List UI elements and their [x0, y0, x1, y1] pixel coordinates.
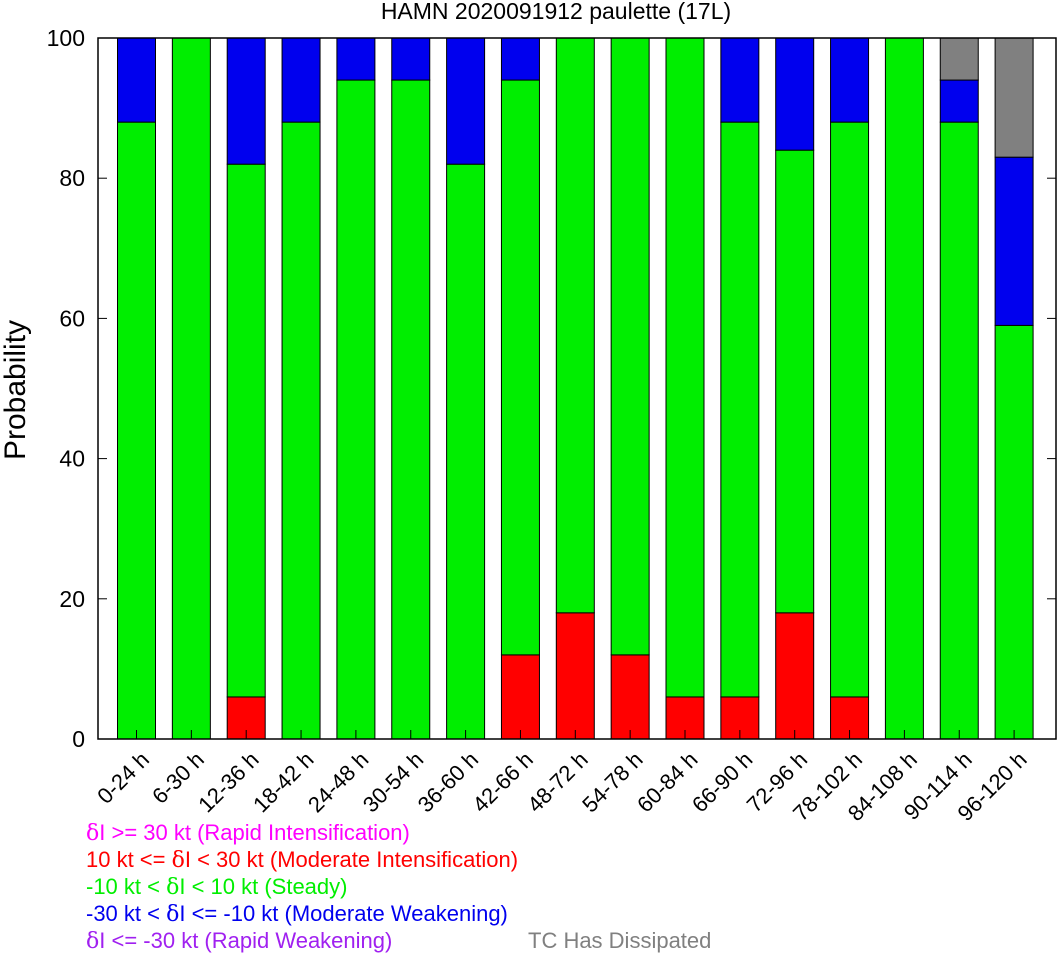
bar-segment-steady	[555, 37, 595, 614]
legend-moderate-intensification: 10 kt <= δI < 30 kt (Moderate Intensific…	[86, 846, 518, 874]
x-tick-label: 48-72 h	[522, 747, 592, 817]
bar-segment-moderate-weakening	[500, 37, 540, 81]
legend-text-2: I < 30 kt (Moderate Intensification)	[184, 847, 519, 872]
x-tick-label: 24-48 h	[303, 747, 373, 817]
x-tick-label: 54-78 h	[577, 747, 647, 817]
x-tick-label: 36-60 h	[413, 747, 483, 817]
y-tick-label: 60	[59, 305, 85, 331]
legend-text-2: I < 10 kt (Steady)	[179, 874, 348, 899]
legend-text: I >= 30 kt (Rapid Intensification)	[99, 820, 410, 845]
bar-segment-moderate-intensification	[775, 612, 815, 740]
bar-segment-steady	[391, 79, 431, 740]
bar-segment-moderate-intensification	[610, 654, 650, 740]
y-tick-label: 100	[47, 25, 85, 51]
x-tick-label: 66-90 h	[687, 747, 757, 817]
x-tick-label: 0-24 h	[92, 747, 154, 809]
bar-segment-moderate-weakening	[939, 79, 979, 123]
bar-segment-moderate-weakening	[994, 156, 1034, 326]
legend-text: -30 kt <	[86, 901, 167, 926]
legend-text-2: I <= -10 kt (Moderate Weakening)	[179, 901, 508, 926]
x-tick-label: 60-84 h	[632, 747, 702, 817]
bar-segment-steady	[336, 79, 376, 740]
bar-segment-steady	[446, 163, 486, 740]
bars-group	[117, 37, 1034, 740]
bar-segment-tc-has-dissipated	[994, 37, 1034, 158]
legend-text: 10 kt <=	[86, 847, 172, 872]
bar-segment-moderate-weakening	[775, 37, 815, 151]
bar-segment-steady	[500, 79, 540, 656]
legend-dissipated: TC Has Dissipated	[528, 927, 711, 954]
bar-segment-steady	[994, 324, 1034, 740]
x-tick-label: 42-66 h	[468, 747, 538, 817]
bar-segment-steady	[610, 37, 650, 656]
legend-text: -10 kt <	[86, 874, 167, 899]
x-tick-label: 18-42 h	[248, 747, 318, 817]
delta-symbol: δ	[171, 848, 185, 873]
bar-segment-moderate-weakening	[226, 37, 266, 165]
y-tick-label: 40	[59, 446, 85, 472]
legend-rapid-weakening: δI <= -30 kt (Rapid Weakening)	[86, 927, 392, 955]
x-tick-label: 30-54 h	[358, 747, 428, 817]
bar-segment-steady	[665, 37, 705, 698]
y-axis-label: Probability	[0, 320, 32, 460]
bar-segment-steady	[226, 163, 266, 698]
delta-symbol: δ	[86, 821, 100, 846]
plot-frame	[97, 37, 1057, 740]
bar-segment-moderate-weakening	[830, 37, 870, 123]
delta-symbol: δ	[166, 902, 180, 927]
bar-segment-moderate-weakening	[391, 37, 431, 81]
delta-symbol: δ	[86, 929, 100, 954]
bar-segment-steady	[171, 37, 211, 740]
bar-segment-moderate-weakening	[446, 37, 486, 165]
legend-steady: -10 kt < δI < 10 kt (Steady)	[86, 873, 347, 901]
bar-segment-tc-has-dissipated	[939, 37, 979, 81]
bar-segment-moderate-weakening	[117, 37, 156, 123]
bar-segment-steady	[884, 37, 924, 740]
bar-segment-moderate-weakening	[336, 37, 376, 81]
legend-moderate-weakening: -30 kt < δI <= -10 kt (Moderate Weakenin…	[86, 900, 508, 928]
y-tick-label: 0	[72, 726, 85, 752]
delta-symbol: δ	[166, 875, 180, 900]
bar-segment-moderate-weakening	[281, 37, 321, 123]
bar-segment-steady	[830, 121, 870, 698]
bar-segment-moderate-intensification	[555, 612, 595, 740]
x-tick-label: 12-36 h	[193, 747, 263, 817]
legend-text: I <= -30 kt (Rapid Weakening)	[99, 928, 393, 953]
legend-rapid-intensification: δI >= 30 kt (Rapid Intensification)	[86, 819, 410, 847]
bar-segment-moderate-weakening	[720, 37, 760, 123]
legend-text: TC Has Dissipated	[528, 928, 712, 953]
bar-segment-steady	[775, 149, 815, 614]
bar-segment-steady	[117, 121, 156, 740]
y-tick-label: 20	[59, 586, 85, 612]
y-tick-label: 80	[59, 165, 85, 191]
bar-segment-moderate-intensification	[500, 654, 540, 740]
bar-segment-steady	[720, 121, 760, 698]
chart-title: HAMN 2020091912 paulette (17L)	[381, 0, 731, 24]
bar-segment-steady	[939, 121, 979, 740]
bar-segment-steady	[281, 121, 321, 740]
